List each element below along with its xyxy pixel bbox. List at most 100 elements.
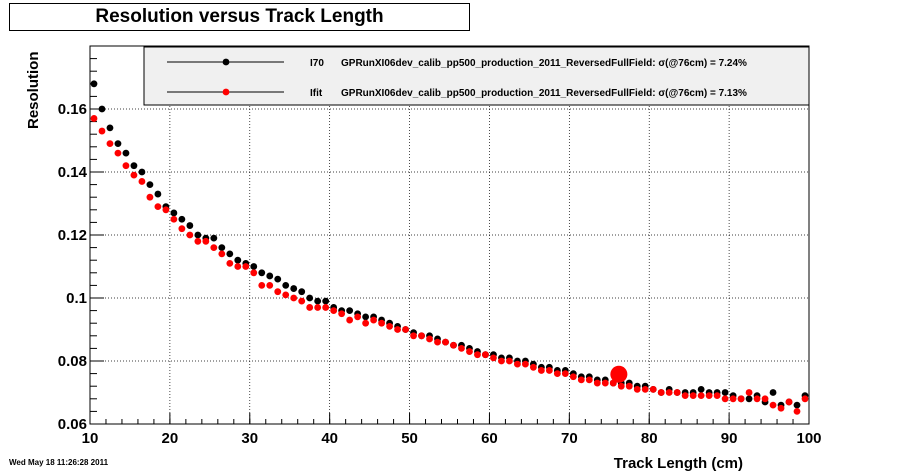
data-point-i70 (322, 297, 330, 305)
data-point-ifit (242, 263, 250, 270)
data-point-i70 (106, 124, 114, 132)
data-point-ifit (625, 382, 633, 390)
legend: I70 GPRunXI06dev_calib_pp500_production_2… (143, 46, 810, 106)
data-point-i70 (154, 190, 162, 198)
timestamp: Wed May 18 11:26:28 2011 (9, 458, 109, 467)
x-tick-label: 100 (796, 430, 821, 447)
data-point-ifit (801, 395, 809, 403)
data-point-ifit (386, 322, 393, 330)
legend-box (143, 46, 810, 106)
data-point-ifit (721, 395, 729, 403)
x-tick-label: 80 (641, 430, 658, 447)
data-point-ifit (298, 297, 306, 305)
y-axis-label: Resolution (25, 52, 42, 130)
data-point-ifit (514, 360, 521, 368)
data-point-ifit (529, 363, 537, 371)
data-point-ifit (442, 338, 449, 346)
legend-series-text: GPRunXI06dev_calib_pp500_production_2011… (341, 58, 747, 69)
data-point-ifit (450, 341, 457, 349)
x-tick-label: 60 (481, 430, 498, 447)
data-point-ifit (250, 269, 258, 277)
data-point-ifit (673, 389, 681, 396)
data-point-i70 (769, 389, 777, 396)
data-point-i70 (122, 149, 130, 157)
x-tick-label: 90 (721, 430, 738, 447)
data-point-ifit (617, 382, 625, 390)
data-point-ifit (354, 313, 362, 321)
data-point-i70 (138, 168, 146, 176)
legend-marker-i70 (222, 58, 230, 66)
data-point-ifit (482, 351, 489, 359)
legend-series-name: Ifit (310, 88, 323, 99)
data-point-i70 (346, 307, 354, 314)
y-tick-label: 0.06 (58, 416, 87, 433)
data-point-ifit (346, 316, 354, 324)
y-tick-label: 0.12 (58, 227, 87, 244)
data-point-i70 (146, 181, 154, 189)
data-point-ifit (697, 392, 705, 400)
data-point-i70 (306, 294, 314, 302)
data-point-ifit (218, 250, 226, 258)
data-point-ifit (689, 392, 697, 400)
data-point-ifit (122, 162, 130, 170)
legend-series-text: GPRunXI06dev_calib_pp500_production_2011… (341, 88, 747, 99)
data-point-ifit (498, 357, 505, 365)
data-point-i70 (178, 215, 186, 223)
data-point-ifit (314, 304, 322, 311)
y-tick-label: 0.14 (58, 164, 88, 181)
data-point-i70 (234, 256, 242, 264)
data-point-ifit (194, 237, 202, 245)
data-point-ifit (785, 398, 793, 406)
data-point-ifit (226, 259, 234, 267)
data-point-ifit (633, 385, 641, 393)
legend-series-name: I70 (310, 58, 324, 69)
data-point-ifit (729, 395, 737, 403)
y-tick-label: 0.08 (58, 353, 87, 370)
data-point-ifit (458, 345, 465, 352)
data-point-i70 (282, 282, 290, 289)
data-point-i70 (186, 222, 194, 229)
data-point-ifit (681, 392, 689, 400)
data-point-ifit (258, 282, 266, 289)
data-point-ifit (577, 376, 585, 384)
data-point-ifit (394, 326, 401, 333)
data-point-ifit (521, 360, 529, 368)
data-point-ifit (434, 338, 441, 346)
data-point-ifit (466, 348, 473, 355)
data-point-i70 (274, 275, 282, 283)
data-point-i70 (314, 297, 322, 305)
x-tick-label: 30 (241, 430, 258, 447)
data-point-ifit (378, 319, 385, 327)
data-point-i70 (114, 140, 122, 148)
data-point-ifit (266, 282, 274, 289)
data-point-ifit (545, 367, 553, 374)
data-point-ifit (106, 140, 114, 148)
data-point-i70 (721, 389, 729, 396)
y-tick-label: 0.16 (58, 101, 87, 118)
data-point-ifit (426, 335, 433, 343)
data-point-i70 (362, 313, 370, 321)
data-point-i70 (266, 272, 274, 280)
data-point-ifit (585, 376, 593, 384)
data-point-ifit (290, 294, 298, 302)
data-point-ifit (202, 237, 210, 245)
grid (90, 46, 809, 424)
axes: 10 20 30 40 50 60 70 80 90 100 0.06 0.08 0.1 0.12 0.14… (58, 45, 822, 447)
data-point-ifit (170, 215, 178, 223)
data-point-i70 (170, 209, 178, 217)
data-point-ifit (601, 379, 609, 387)
data-point-ifit (138, 178, 146, 185)
data-point-ifit (130, 171, 138, 179)
data-points (90, 80, 809, 415)
y-tick-label: 0.1 (66, 290, 87, 307)
data-point-ifit (641, 385, 649, 393)
data-point-ifit (330, 307, 338, 314)
data-point-ifit (777, 404, 785, 412)
data-point-ifit (362, 319, 370, 327)
data-point-ifit (537, 367, 545, 374)
data-point-ifit (410, 332, 417, 340)
data-point-ifit (649, 385, 657, 393)
data-point-ifit (761, 395, 769, 403)
data-point-ifit (737, 395, 745, 403)
